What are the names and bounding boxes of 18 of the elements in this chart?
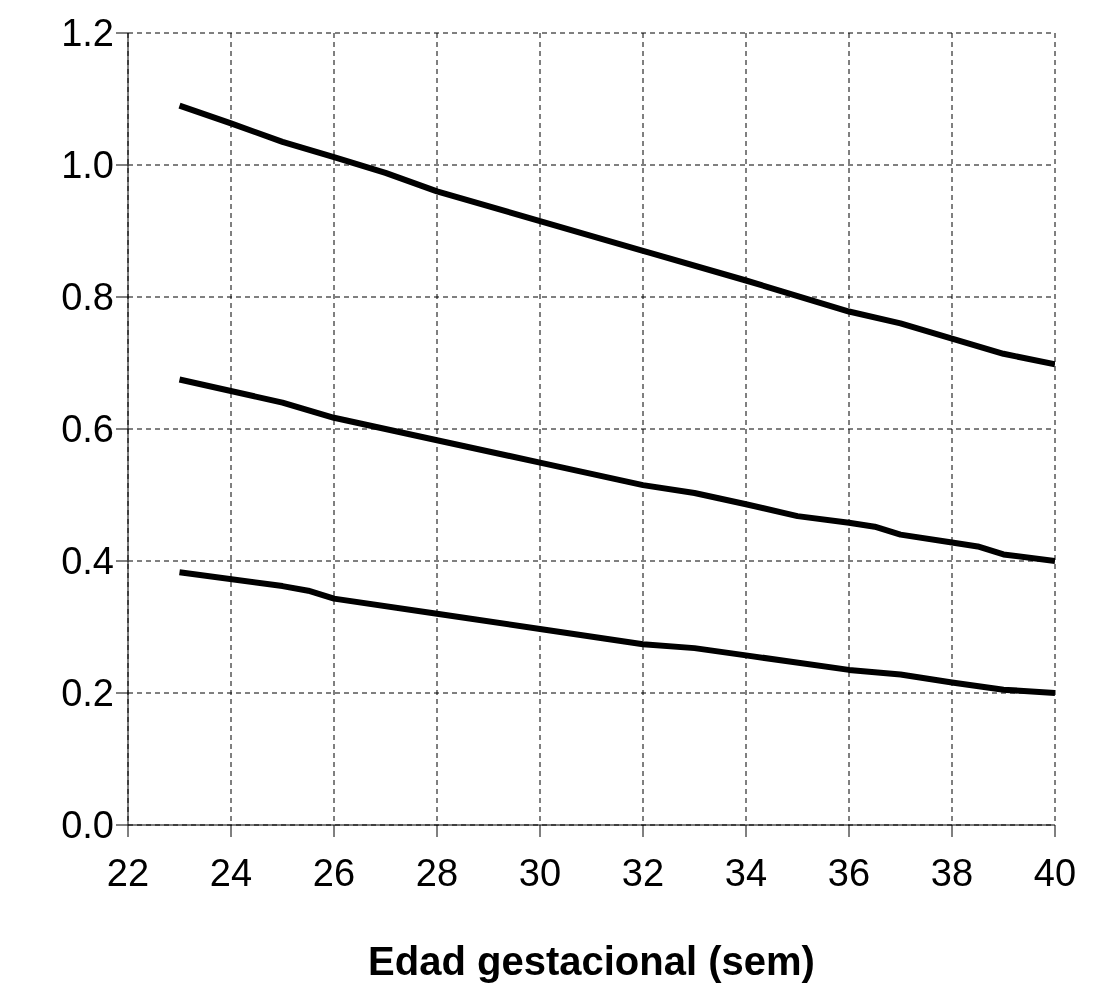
x-tick-label: 32 xyxy=(621,851,665,894)
y-tick-label: 1.2 xyxy=(61,12,114,55)
x-tick-label: 26 xyxy=(312,851,356,894)
y-tick-label: 0.2 xyxy=(61,672,114,715)
x-tick-label: 36 xyxy=(827,851,871,894)
x-tick-label: 40 xyxy=(1033,851,1077,894)
x-tick-label: 30 xyxy=(518,851,562,894)
y-tick-label: 1.0 xyxy=(61,144,114,187)
y-tick-label: 0.4 xyxy=(61,540,114,583)
x-axis-title: Edad gestacional (sem) xyxy=(368,939,815,983)
x-tick-label: 22 xyxy=(106,851,150,894)
x-tick-label: 28 xyxy=(415,851,459,894)
y-tick-label: 0.0 xyxy=(61,804,114,847)
x-tick-label: 38 xyxy=(930,851,974,894)
y-tick-label: 0.6 xyxy=(61,408,114,451)
x-tick-label: 34 xyxy=(724,851,768,894)
x-tick-label: 24 xyxy=(209,851,253,894)
y-tick-label: 0.8 xyxy=(61,276,114,319)
